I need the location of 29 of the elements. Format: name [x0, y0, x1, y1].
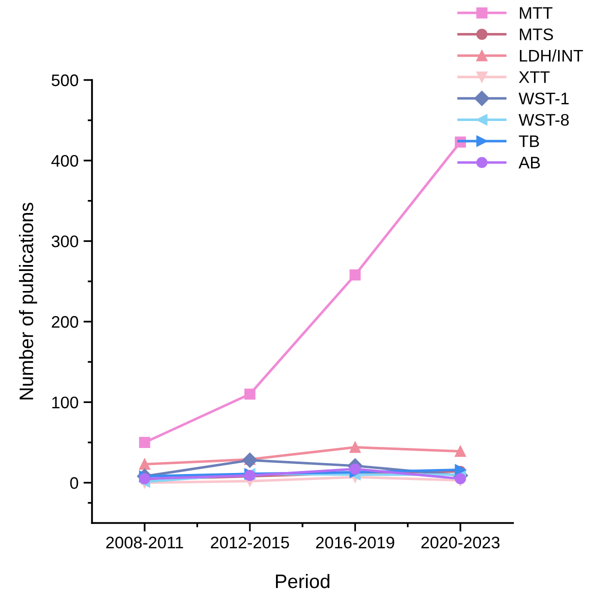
point	[242, 452, 258, 468]
y-tick-label: 400	[51, 154, 78, 167]
x-tick-label: 2016-2019	[316, 536, 394, 548]
legend-label: MTS	[520, 28, 553, 40]
point	[350, 442, 361, 453]
legend-label: XTT	[518, 71, 550, 83]
x-axis-title: Period	[276, 574, 330, 588]
point	[350, 463, 361, 475]
y-axis-title: Number of publications	[18, 202, 38, 400]
y-tick-label: 200	[52, 316, 78, 328]
point	[454, 446, 466, 457]
point	[350, 269, 361, 280]
x-tick-label: 2020-2023	[421, 536, 500, 548]
x-tick-label: 2012-2015	[210, 536, 290, 548]
point	[244, 388, 256, 400]
y-tick-label: 100	[52, 396, 78, 408]
y-tick-label: 0	[70, 477, 78, 489]
legend-label: AB	[518, 156, 540, 168]
y-tick-label: 300	[52, 235, 78, 248]
point	[454, 473, 466, 484]
legend-label: WST-1	[518, 92, 569, 104]
legend-label: LDH/INT	[520, 49, 583, 62]
y-tick-label: 500	[52, 74, 78, 86]
point	[139, 436, 150, 448]
legend-label: TB	[518, 135, 539, 147]
legend-label: WST-8	[518, 114, 569, 126]
legend-label: MTT	[520, 7, 552, 19]
x-tick-label: 2008-2011	[106, 536, 184, 548]
point	[139, 458, 150, 470]
